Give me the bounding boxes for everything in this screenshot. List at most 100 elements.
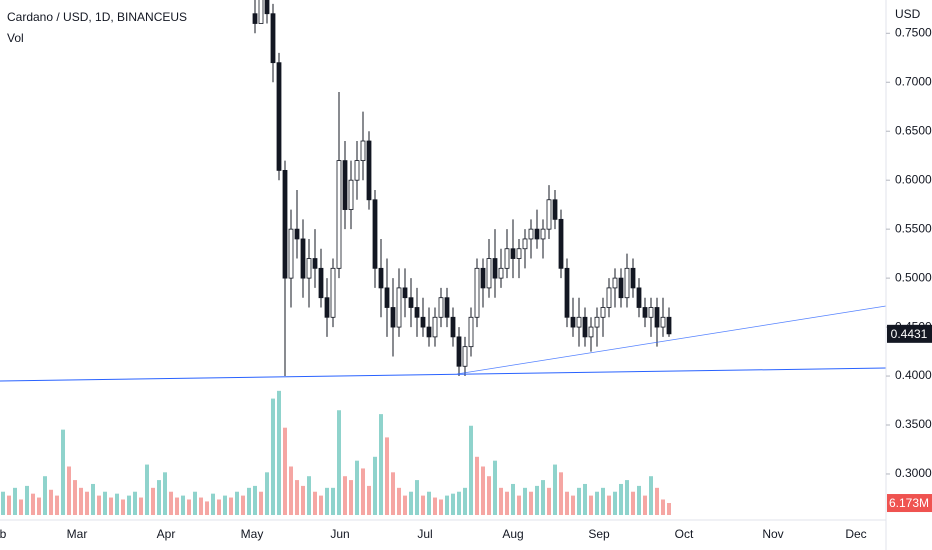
candle-body: [318, 267, 324, 299]
candle-body: [558, 218, 564, 269]
volume-bar: [109, 497, 113, 515]
candle-body: [390, 307, 396, 328]
trend-line: [456, 305, 886, 375]
volume-bar: [505, 491, 509, 515]
volume-title: Vol: [7, 31, 24, 45]
y-tick-label: 0.4000: [895, 368, 932, 382]
volume-bar: [619, 483, 623, 515]
candle-body: [294, 228, 300, 240]
candle-body: [324, 297, 330, 318]
candle-body: [426, 326, 432, 338]
volume-bar: [637, 485, 641, 515]
volume-bar: [31, 493, 35, 515]
volume-bar: [211, 493, 215, 515]
candle-body: [366, 140, 372, 201]
candle-body: [372, 199, 378, 269]
last-price-box: [887, 324, 932, 343]
volume-bar: [397, 487, 401, 515]
candle-body: [474, 267, 480, 318]
volume-bar: [457, 491, 461, 515]
volume-bar: [97, 495, 101, 515]
volume-bar: [139, 497, 143, 515]
volume-bar: [463, 487, 467, 515]
volume-bar: [61, 429, 65, 515]
axes: 0.30000.35000.40000.45000.50000.55000.60…: [0, 25, 932, 541]
candle-body: [540, 228, 546, 240]
candle-body: [480, 267, 486, 289]
volume-bar: [223, 495, 227, 515]
y-tick-label: 0.3000: [895, 466, 932, 480]
volume-bar: [37, 497, 41, 515]
volume-bar: [583, 483, 587, 515]
volume-bar: [379, 414, 383, 515]
volume-bar: [559, 472, 563, 515]
volume-bar: [79, 487, 83, 515]
candle-body: [594, 316, 600, 328]
candle-body: [510, 248, 516, 259]
volume-bar: [283, 427, 287, 515]
candle-body: [354, 160, 360, 181]
volume-bar: [439, 499, 443, 515]
volume-bar: [625, 480, 629, 515]
candle-body: [522, 238, 528, 250]
volume-bar: [493, 460, 497, 515]
volume-bar: [355, 460, 359, 515]
volume-bar: [349, 480, 353, 515]
candle-body: [402, 287, 408, 299]
y-tick-label: 0.7500: [895, 25, 932, 39]
candle-body: [306, 258, 312, 279]
candle-body: [624, 267, 630, 299]
candle-body: [666, 316, 672, 335]
volume-bar: [661, 499, 665, 515]
candle-body: [348, 179, 354, 210]
candle-body: [570, 316, 576, 328]
volume-bar: [181, 495, 185, 515]
candle-body: [606, 287, 612, 308]
candle-body: [486, 258, 492, 289]
volume-bar: [577, 487, 581, 515]
candle-body: [336, 160, 342, 269]
volume-bar: [301, 485, 305, 515]
candle-body: [516, 248, 522, 259]
x-tick-label: Oct: [675, 527, 694, 541]
candle-body: [642, 307, 648, 318]
volume-bar: [307, 476, 311, 515]
volume-bar: [601, 487, 605, 515]
candle-body: [258, 0, 264, 24]
candle-body: [654, 307, 660, 328]
volume-bar: [265, 472, 269, 515]
candle-body: [660, 316, 666, 328]
volume-bar: [103, 491, 107, 515]
y-tick-label: 0.7000: [895, 74, 932, 88]
volume-bar: [481, 466, 485, 515]
volume-bar: [193, 491, 197, 515]
volume-bar: [241, 495, 245, 515]
candle-body: [456, 336, 462, 367]
volume-bar: [343, 476, 347, 515]
x-tick-label: May: [241, 527, 264, 541]
candle-body: [312, 258, 318, 269]
candle-body: [636, 287, 642, 308]
candle-body: [546, 199, 552, 230]
candle-body: [264, 0, 270, 15]
volume-bar: [157, 480, 161, 515]
volume-bar: [175, 497, 179, 515]
volume-bar: [199, 497, 203, 515]
candle-body: [288, 228, 294, 279]
candle-body: [492, 258, 498, 279]
candle-body: [588, 326, 594, 338]
volume-bar: [499, 487, 503, 515]
last-volume-label: 6.173M: [889, 496, 929, 510]
candle-body: [276, 62, 282, 171]
volume-bar: [667, 503, 671, 515]
candle-body: [444, 297, 450, 318]
candle-body: [648, 307, 654, 318]
price-unit: USD: [895, 7, 921, 21]
candle-body: [378, 267, 384, 289]
volume-bar: [217, 499, 221, 515]
candle-body: [420, 316, 426, 328]
volume-bar: [55, 495, 59, 515]
candle-body: [408, 297, 414, 308]
x-tick-label: Nov: [762, 527, 783, 541]
volume-bar: [67, 466, 71, 515]
